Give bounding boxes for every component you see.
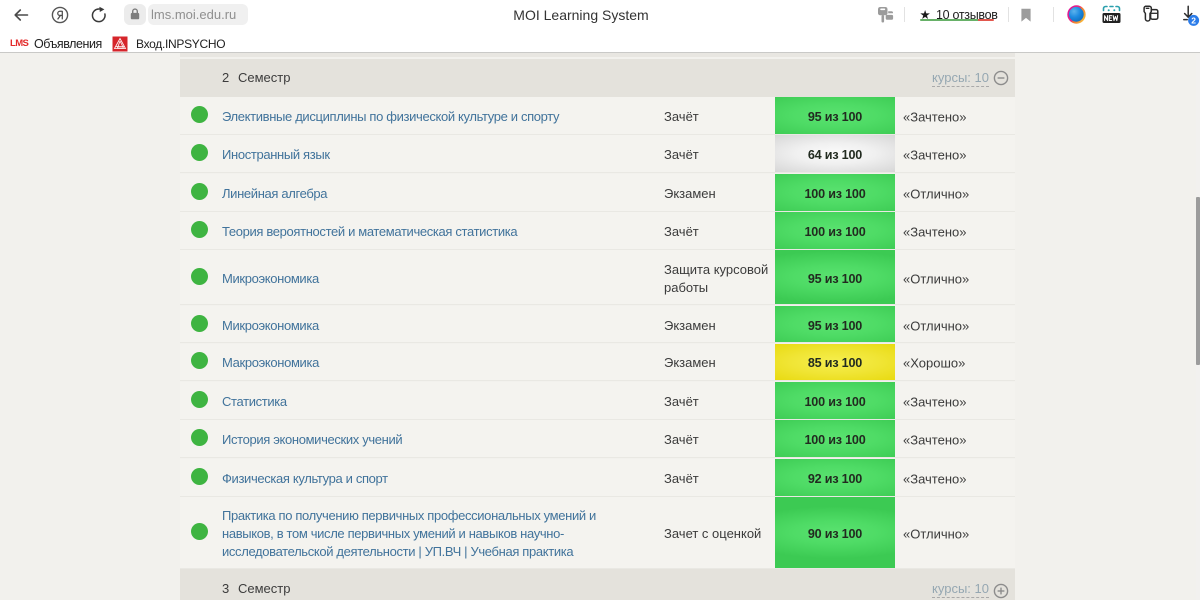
svg-text:2: 2 <box>1191 15 1196 25</box>
